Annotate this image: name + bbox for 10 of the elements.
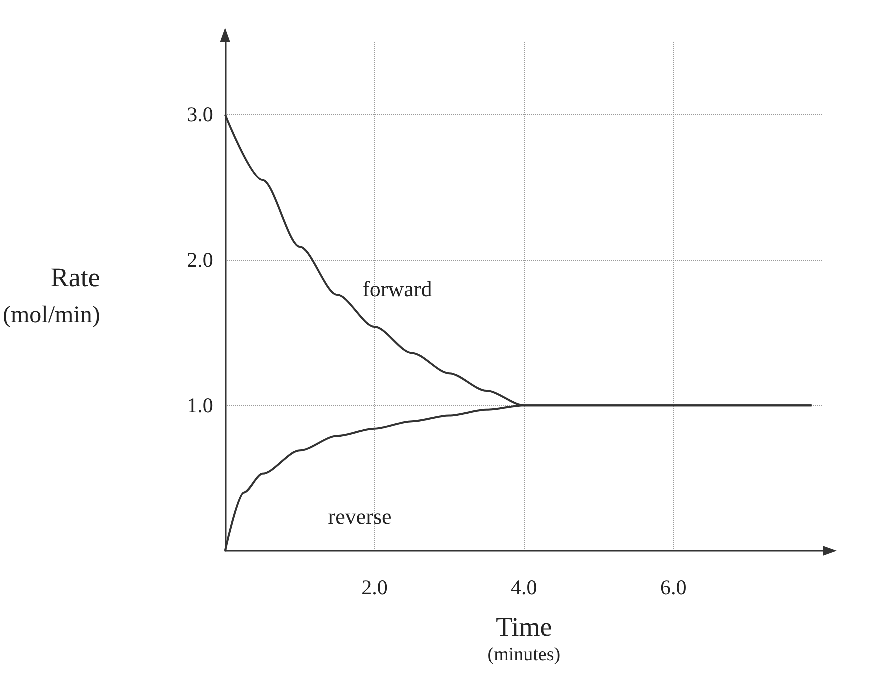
x-tick-label: 6.0 bbox=[660, 576, 687, 600]
x-axis-title: Time (minutes) bbox=[488, 612, 561, 666]
y-tick-label: 1.0 bbox=[187, 394, 214, 418]
y-axis-title: Rate (mol/min) bbox=[2, 262, 100, 328]
series-label: forward bbox=[362, 276, 432, 302]
y-tick-label: 3.0 bbox=[187, 102, 214, 127]
x-tick-label: 4.0 bbox=[511, 576, 538, 600]
y-tick-label: 2.0 bbox=[187, 248, 214, 272]
text: reverse bbox=[328, 504, 392, 530]
x-tick-label: 2.0 bbox=[362, 576, 388, 600]
